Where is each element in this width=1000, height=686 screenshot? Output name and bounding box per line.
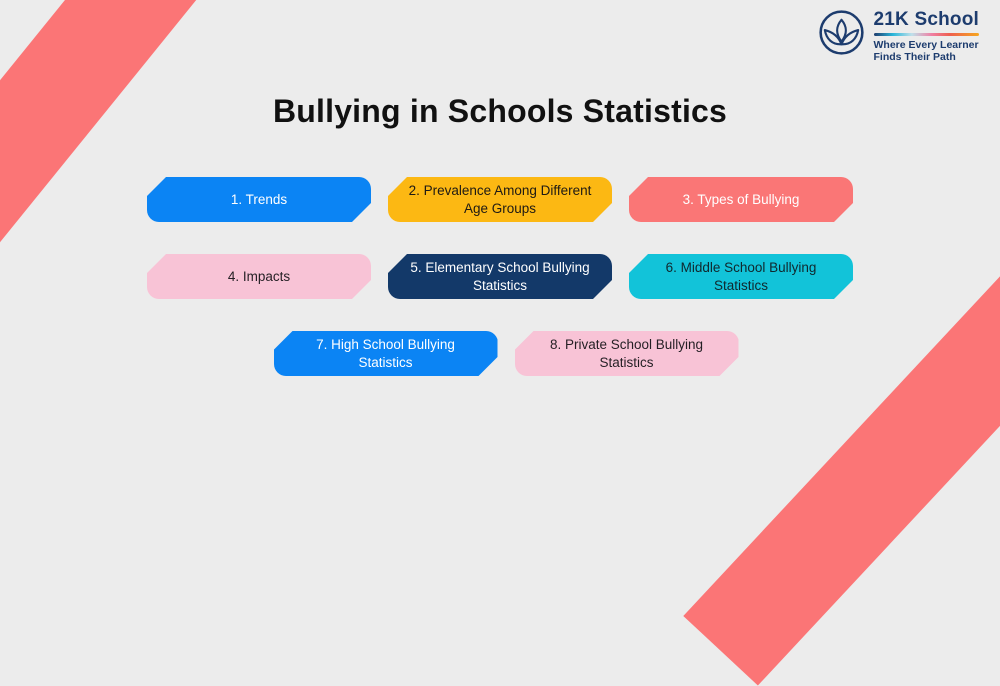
chip-row-2: 4. Impacts 5. Elementary School Bullying… <box>147 254 853 299</box>
chip-middle-school-statistics[interactable]: 6. Middle School Bullying Statistics <box>629 254 853 299</box>
chip-trends[interactable]: 1. Trends <box>147 177 371 222</box>
topic-chip-grid: 1. Trends 2. Prevalence Among Different … <box>0 177 1000 376</box>
chip-elementary-school-statistics[interactable]: 5. Elementary School Bullying Statistics <box>388 254 612 299</box>
brand-tagline-line1: Where Every Learner <box>873 38 979 51</box>
brand-gradient-underline <box>873 32 979 36</box>
chip-types-of-bullying[interactable]: 3. Types of Bullying <box>629 177 853 222</box>
chip-impacts[interactable]: 4. Impacts <box>147 254 371 299</box>
chip-prevalence-age-groups[interactable]: 2. Prevalence Among Different Age Groups <box>388 177 612 222</box>
chip-row-3: 7. High School Bullying Statistics 8. Pr… <box>274 331 739 376</box>
chip-high-school-statistics[interactable]: 7. High School Bullying Statistics <box>274 331 498 376</box>
lotus-circle-icon <box>818 10 864 55</box>
chip-private-school-statistics[interactable]: 8. Private School Bullying Statistics <box>515 331 739 376</box>
page-title: Bullying in Schools Statistics <box>272 93 728 129</box>
chip-row-1: 1. Trends 2. Prevalence Among Different … <box>147 177 853 222</box>
brand-name: 21K School <box>873 9 979 30</box>
brand-tagline-line2: Finds Their Path <box>873 51 956 64</box>
brand-logo[interactable]: 21K School Where Every Learner Finds The… <box>818 9 979 64</box>
